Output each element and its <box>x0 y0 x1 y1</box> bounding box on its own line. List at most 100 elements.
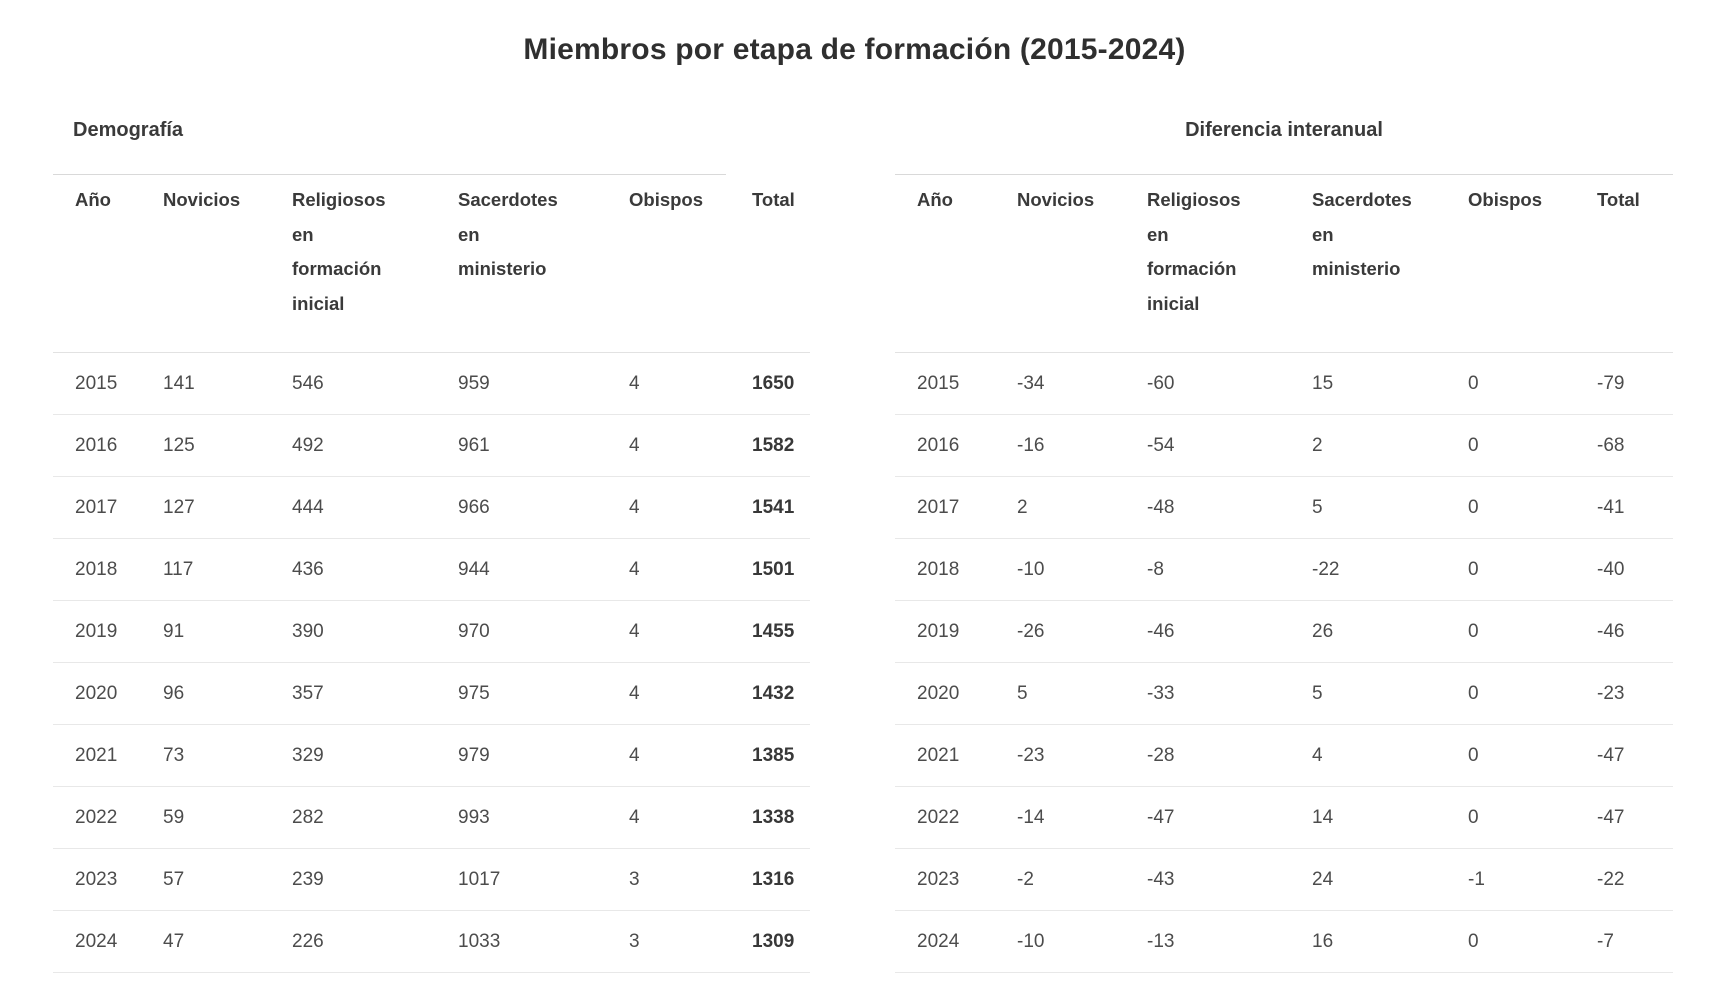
value-cell: 4 <box>607 476 730 539</box>
value-cell: 26 <box>1290 600 1446 663</box>
yearly-difference-table-caption: Diferencia interanual <box>1185 119 1383 141</box>
value-cell: -1 <box>1446 848 1575 911</box>
value-cell: 3 <box>607 848 730 911</box>
column-header-priests-in-ministry: Sacerdotes en ministerio <box>436 175 607 353</box>
yearly-difference-table: Año Novicios Religiosos en formación ini… <box>895 175 1673 973</box>
value-cell: 5 <box>1290 476 1446 539</box>
column-header-bishops: Obispos <box>607 175 730 353</box>
value-cell: 5 <box>995 662 1125 725</box>
value-cell: 141 <box>141 352 270 415</box>
year-cell: 2019 <box>895 600 995 663</box>
total-cell: 1432 <box>730 662 810 725</box>
year-cell: 2015 <box>53 352 141 415</box>
value-cell: 975 <box>436 662 607 725</box>
year-cell: 2020 <box>895 662 995 725</box>
value-cell: -47 <box>1125 786 1290 849</box>
year-cell: 2020 <box>53 662 141 725</box>
value-cell: 979 <box>436 724 607 787</box>
value-cell: 970 <box>436 600 607 663</box>
table-row: 2018 -10 -8 -22 0 -40 <box>895 538 1673 601</box>
value-cell: -10 <box>995 538 1125 601</box>
value-cell: 4 <box>607 538 730 601</box>
page-title: Miembros por etapa de formación (2015-20… <box>523 33 1186 66</box>
table-row: 2021 -23 -28 4 0 -47 <box>895 724 1673 787</box>
value-cell: 96 <box>141 662 270 725</box>
value-cell: 0 <box>1446 414 1575 477</box>
value-cell: 282 <box>270 786 436 849</box>
value-cell: 15 <box>1290 352 1446 415</box>
value-cell: 117 <box>141 538 270 601</box>
year-cell: 2015 <box>895 352 995 415</box>
column-header-total: Total <box>730 175 810 353</box>
total-cell: 1338 <box>730 786 810 849</box>
total-cell: 1309 <box>730 910 810 973</box>
value-cell: 1033 <box>436 910 607 973</box>
total-cell: -40 <box>1575 538 1673 601</box>
demography-table-caption: Demografía <box>73 119 184 141</box>
value-cell: 0 <box>1446 724 1575 787</box>
table-row: 2024 47 226 1033 3 1309 <box>53 910 810 973</box>
value-cell: 966 <box>436 476 607 539</box>
value-cell: -14 <box>995 786 1125 849</box>
caption-divider <box>895 174 1673 175</box>
value-cell: 0 <box>1446 538 1575 601</box>
value-cell: -33 <box>1125 662 1290 725</box>
value-cell: 57 <box>141 848 270 911</box>
table-row: 2019 -26 -46 26 0 -46 <box>895 600 1673 663</box>
value-cell: 4 <box>607 414 730 477</box>
total-cell: 1455 <box>730 600 810 663</box>
table-row: 2019 91 390 970 4 1455 <box>53 600 810 663</box>
value-cell: -2 <box>995 848 1125 911</box>
value-cell: -28 <box>1125 724 1290 787</box>
year-cell: 2023 <box>895 848 995 911</box>
total-cell: 1316 <box>730 848 810 911</box>
total-cell: 1385 <box>730 724 810 787</box>
table-row: 2017 2 -48 5 0 -41 <box>895 476 1673 539</box>
value-cell: 4 <box>1290 724 1446 787</box>
value-cell: 0 <box>1446 910 1575 973</box>
table-row: 2018 117 436 944 4 1501 <box>53 538 810 601</box>
table-row: 2023 -2 -43 24 -1 -22 <box>895 848 1673 911</box>
value-cell: -48 <box>1125 476 1290 539</box>
total-cell: -23 <box>1575 662 1673 725</box>
total-cell: -47 <box>1575 786 1673 849</box>
column-header-total: Total <box>1575 175 1673 353</box>
value-cell: 24 <box>1290 848 1446 911</box>
column-header-bishops: Obispos <box>1446 175 1575 353</box>
value-cell: 239 <box>270 848 436 911</box>
value-cell: 4 <box>607 352 730 415</box>
table-row: 2023 57 239 1017 3 1316 <box>53 848 810 911</box>
total-cell: -68 <box>1575 414 1673 477</box>
value-cell: -22 <box>1290 538 1446 601</box>
value-cell: 4 <box>607 724 730 787</box>
demography-table-section: Demografía Año Novicios Religiosos en fo… <box>53 0 810 1001</box>
value-cell: 357 <box>270 662 436 725</box>
value-cell: 959 <box>436 352 607 415</box>
value-cell: -54 <box>1125 414 1290 477</box>
year-cell: 2016 <box>895 414 995 477</box>
value-cell: 329 <box>270 724 436 787</box>
value-cell: 4 <box>607 662 730 725</box>
year-cell: 2017 <box>53 476 141 539</box>
value-cell: 2 <box>995 476 1125 539</box>
year-cell: 2021 <box>53 724 141 787</box>
value-cell: 546 <box>270 352 436 415</box>
value-cell: 73 <box>141 724 270 787</box>
value-cell: -16 <box>995 414 1125 477</box>
total-cell: -41 <box>1575 476 1673 539</box>
value-cell: 492 <box>270 414 436 477</box>
value-cell: -23 <box>995 724 1125 787</box>
column-header-year: Año <box>53 175 141 353</box>
value-cell: 1017 <box>436 848 607 911</box>
value-cell: 226 <box>270 910 436 973</box>
value-cell: 59 <box>141 786 270 849</box>
year-cell: 2018 <box>53 538 141 601</box>
table-row: 2015 141 546 959 4 1650 <box>53 352 810 415</box>
value-cell: 5 <box>1290 662 1446 725</box>
value-cell: 390 <box>270 600 436 663</box>
column-header-religious-in-formation: Religiosos en formación inicial <box>270 175 436 353</box>
value-cell: 3 <box>607 910 730 973</box>
value-cell: 436 <box>270 538 436 601</box>
column-header-novices: Novicios <box>995 175 1125 353</box>
